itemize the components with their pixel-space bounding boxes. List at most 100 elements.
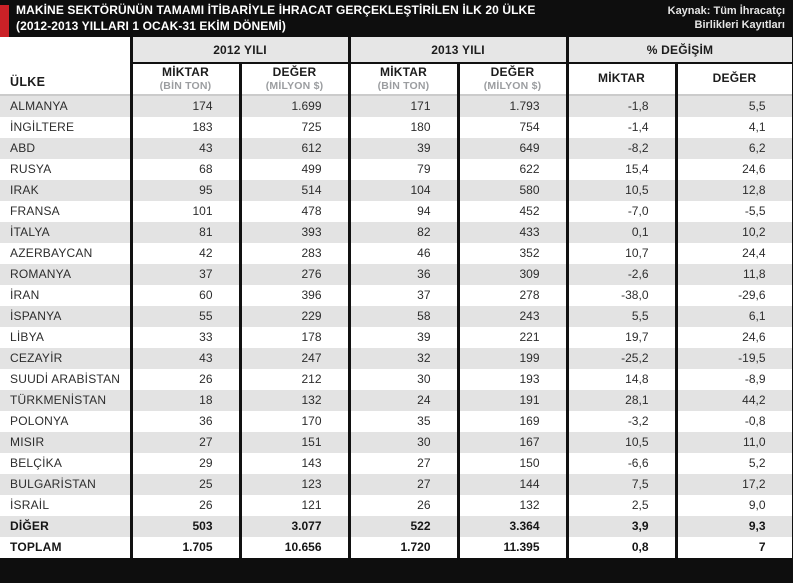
value-cell: 151 (238, 432, 349, 453)
value-cell: -7,0 (565, 201, 676, 222)
value-cell: 352 (456, 243, 567, 264)
value-cell: 36 (129, 411, 240, 432)
table-row: RUSYA 68 499 79 622 15,4 24,6 (0, 159, 793, 180)
value-cell: 9,0 (674, 495, 793, 516)
column-header-deger-change: DEĞER (674, 63, 793, 96)
value-cell: 58 (347, 306, 458, 327)
value-cell: 514 (238, 180, 349, 201)
table-row: BULGARİSTAN 25 123 27 144 7,5 17,2 (0, 474, 793, 495)
source-note-line2: Birlikleri Kayıtları (694, 18, 786, 31)
value-cell: 144 (456, 474, 567, 495)
table-row: İSRAİL 26 121 26 132 2,5 9,0 (0, 495, 793, 516)
value-cell: 82 (347, 222, 458, 243)
value-cell: 6,2 (674, 138, 793, 159)
value-cell: 452 (456, 201, 567, 222)
value-cell: -38,0 (565, 285, 676, 306)
value-cell: 9,3 (674, 516, 793, 537)
value-cell: 79 (347, 159, 458, 180)
country-cell: POLONYA (10, 414, 69, 428)
table-row: İRAN 60 396 37 278 -38,0 -29,6 (0, 285, 793, 306)
country-cell: SUUDİ ARABİSTAN (10, 372, 121, 386)
country-cell: TÜRKMENİSTAN (10, 393, 107, 407)
value-cell: 24,6 (674, 327, 793, 348)
value-cell: 17,2 (674, 474, 793, 495)
sub-label: MİKTAR (380, 65, 427, 80)
value-cell: 55 (129, 306, 240, 327)
group-header-change: % DEĞİŞİM (565, 37, 793, 64)
table-row: FRANSA 101 478 94 452 -7,0 -5,5 (0, 201, 793, 222)
value-cell: 5,2 (674, 453, 793, 474)
value-cell: 42 (129, 243, 240, 264)
value-cell: -3,2 (565, 411, 676, 432)
table-row: ALMANYA 174 1.699 171 1.793 -1,8 5,5 (0, 95, 793, 117)
value-cell: -0,8 (674, 411, 793, 432)
value-cell: 11,8 (674, 264, 793, 285)
value-cell: 183 (129, 117, 240, 138)
table-row: TÜRKMENİSTAN 18 132 24 191 28,1 44,2 (0, 390, 793, 411)
column-header-miktar-2013: MİKTAR (BİN TON) (347, 63, 458, 96)
value-cell: 143 (238, 453, 349, 474)
value-cell: 37 (129, 264, 240, 285)
value-cell: 68 (129, 159, 240, 180)
value-cell: 5,5 (674, 95, 793, 117)
value-cell: 132 (238, 390, 349, 411)
country-cell: ROMANYA (10, 267, 72, 281)
value-cell: 754 (456, 117, 567, 138)
value-cell: 0,1 (565, 222, 676, 243)
value-cell: 37 (347, 285, 458, 306)
value-cell: 29 (129, 453, 240, 474)
table-row: SUUDİ ARABİSTAN 26 212 30 193 14,8 -8,9 (0, 369, 793, 390)
value-cell: 7 (674, 537, 793, 558)
value-cell: 396 (238, 285, 349, 306)
value-cell: 221 (456, 327, 567, 348)
value-cell: 28,1 (565, 390, 676, 411)
country-cell: İSPANYA (10, 309, 62, 323)
table-row: MISIR 27 151 30 167 10,5 11,0 (0, 432, 793, 453)
value-cell: 27 (347, 474, 458, 495)
value-cell: 309 (456, 264, 567, 285)
value-cell: 180 (347, 117, 458, 138)
sub-unit: (MİLYON $) (265, 79, 324, 92)
value-cell: 3,9 (565, 516, 676, 537)
group-header-2013: 2013 YILI (347, 37, 567, 64)
sub-unit: (MİLYON $) (483, 79, 542, 92)
value-cell: 10,7 (565, 243, 676, 264)
sub-label: MİKTAR (598, 71, 645, 86)
country-cell: IRAK (10, 183, 39, 197)
table-row: IRAK 95 514 104 580 10,5 12,8 (0, 180, 793, 201)
value-cell: 11.395 (456, 537, 567, 558)
value-cell: 24,6 (674, 159, 793, 180)
value-cell: 24,4 (674, 243, 793, 264)
value-cell: -29,6 (674, 285, 793, 306)
column-header-miktar-change: MİKTAR (565, 63, 676, 96)
value-cell: 121 (238, 495, 349, 516)
value-cell: 612 (238, 138, 349, 159)
value-cell: 26 (129, 369, 240, 390)
value-cell: 243 (456, 306, 567, 327)
table-row: DİĞER 503 3.077 522 3.364 3,9 9,3 (0, 516, 793, 537)
value-cell: 278 (456, 285, 567, 306)
table-row: İTALYA 81 393 82 433 0,1 10,2 (0, 222, 793, 243)
bottom-bar (0, 558, 793, 583)
country-cell: AZERBAYCAN (10, 246, 93, 260)
value-cell: 15,4 (565, 159, 676, 180)
value-cell: 193 (456, 369, 567, 390)
value-cell: -8,9 (674, 369, 793, 390)
group-header-row: ÜLKE 2012 YILI 2013 YILI % DEĞİŞİM (0, 37, 793, 96)
value-cell: -8,2 (565, 138, 676, 159)
value-cell: 6,1 (674, 306, 793, 327)
sub-label: DEĞER (490, 65, 535, 80)
value-cell: 174 (129, 95, 240, 117)
value-cell: 18 (129, 390, 240, 411)
value-cell: 11,0 (674, 432, 793, 453)
value-cell: 522 (347, 516, 458, 537)
value-cell: 43 (129, 138, 240, 159)
value-cell: 3.077 (238, 516, 349, 537)
value-cell: 433 (456, 222, 567, 243)
value-cell: 212 (238, 369, 349, 390)
country-cell: İTALYA (10, 225, 50, 239)
value-cell: 7,5 (565, 474, 676, 495)
country-cell: LİBYA (10, 330, 45, 344)
value-cell: 30 (347, 369, 458, 390)
